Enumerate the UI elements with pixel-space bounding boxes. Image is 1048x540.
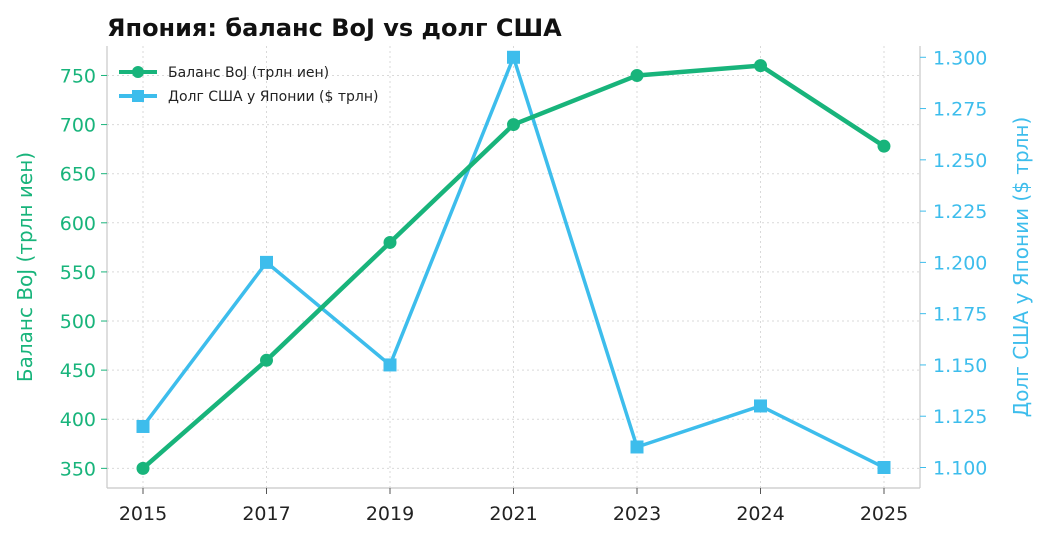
legend-marker-us-debt <box>132 90 144 102</box>
right-tick-label: 1.100 <box>933 457 987 479</box>
legend-label-us-debt: Долг США у Японии ($ трлн) <box>168 89 378 105</box>
right-tick-label: 1.250 <box>933 150 987 172</box>
right-tick-label: 1.175 <box>933 304 987 326</box>
right-y-ticks: 1.100 1.125 1.150 1.175 1.200 1.225 1.250 1.275… <box>920 47 987 479</box>
x-tick-label: 2021 <box>489 503 537 525</box>
left-y-ticks: 350 400 450 500 550 600 650 700 750 <box>60 65 107 480</box>
data-point-boj <box>383 235 397 249</box>
right-tick-label: 1.300 <box>933 47 987 69</box>
left-tick-label: 700 <box>60 115 96 137</box>
legend-marker-boj <box>132 66 144 78</box>
data-point-us-debt <box>507 50 520 64</box>
data-point-boj <box>877 139 891 153</box>
series-layer <box>136 50 891 475</box>
x-tick-label: 2015 <box>119 503 167 525</box>
data-point-us-debt <box>630 440 644 454</box>
left-tick-label: 350 <box>60 458 96 480</box>
left-tick-label: 400 <box>60 409 96 431</box>
x-tick-label: 2017 <box>242 503 290 525</box>
data-point-us-debt <box>383 358 397 372</box>
x-ticks: 2015 2017 2019 2021 2023 2024 2025 <box>119 488 908 525</box>
left-tick-label: 750 <box>60 65 96 87</box>
left-tick-label: 450 <box>60 360 96 382</box>
data-point-boj <box>630 68 644 82</box>
data-point-us-debt <box>754 399 767 413</box>
left-tick-label: 550 <box>60 262 96 284</box>
right-tick-label: 1.200 <box>933 252 987 274</box>
data-point-us-debt <box>260 255 273 269</box>
legend-label-boj: Баланс BoJ (трлн иен) <box>168 65 329 81</box>
data-point-boj <box>136 461 150 475</box>
right-tick-label: 1.150 <box>933 355 987 377</box>
grid <box>107 46 920 488</box>
data-point-boj <box>507 118 520 132</box>
data-point-boj <box>260 353 273 367</box>
left-axis-label: Баланс BoJ (трлн иен) <box>13 152 37 382</box>
legend: Баланс BoJ (трлн иен) Долг США у Японии … <box>119 65 378 105</box>
right-tick-label: 1.125 <box>933 406 987 428</box>
x-tick-label: 2024 <box>736 503 784 525</box>
right-tick-label: 1.275 <box>933 99 987 121</box>
left-tick-label: 650 <box>60 164 96 186</box>
x-tick-label: 2023 <box>613 503 661 525</box>
data-point-us-debt <box>136 419 150 433</box>
data-point-boj <box>754 59 767 73</box>
data-point-us-debt <box>877 460 891 474</box>
chart-title: Япония: баланс BoJ vs долг США <box>107 14 562 42</box>
left-tick-label: 600 <box>60 213 96 235</box>
x-tick-label: 2025 <box>860 503 908 525</box>
left-tick-label: 500 <box>60 311 96 333</box>
x-tick-label: 2019 <box>366 503 414 525</box>
right-tick-label: 1.225 <box>933 201 987 223</box>
right-axis-label: Долг США у Японии ($ трлн) <box>1009 117 1033 418</box>
